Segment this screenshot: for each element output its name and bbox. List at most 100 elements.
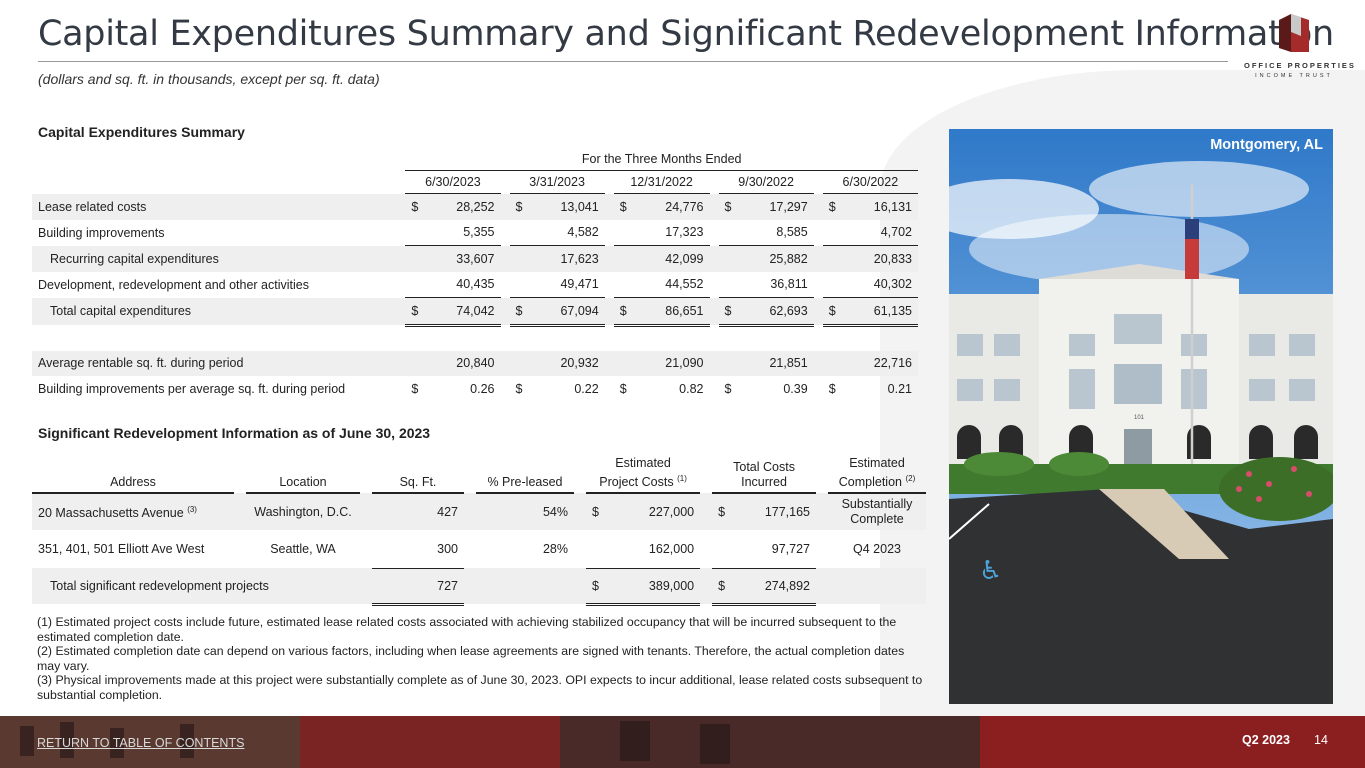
footnote: (1) Estimated project costs include futu… [37, 615, 897, 644]
table-row: Average rentable sq. ft. during period 2… [32, 350, 918, 376]
period-header: For the Three Months Ended [405, 148, 918, 171]
cell-value: 4,702 [880, 225, 912, 240]
row-label: Building improvements per average sq. ft… [38, 381, 346, 396]
dollar-sign: $ [405, 297, 423, 327]
col-location: Location [246, 456, 360, 495]
cell-value: 0.39 [783, 381, 808, 396]
sqft-cell: 300 [437, 541, 458, 556]
address-cell: 351, 401, 501 Elliott Ave West [38, 542, 205, 557]
dollar-sign: $ [509, 297, 528, 327]
footnote-ref: (3) [187, 504, 197, 514]
cell-value: 74,042 [422, 297, 501, 327]
table-row: Recurring capital expenditures 33,607 17… [32, 245, 918, 272]
col-est-costs: Estimated Project Costs (1) [586, 456, 701, 495]
total-costs-cell: 177,165 [736, 493, 816, 531]
est-costs-cell: 389,000 [610, 567, 701, 606]
address-text: 20 Massachusetts Avenue [38, 505, 184, 520]
date-header: 3/31/2023 [509, 170, 605, 194]
cell-value: 67,094 [527, 297, 605, 327]
est-costs-cell: 227,000 [610, 493, 701, 531]
col-est-costs-line1: Estimated [615, 456, 671, 470]
cell-value: 17,323 [665, 225, 704, 240]
footer-bar [0, 716, 1365, 768]
row-label: Recurring capital expenditures [32, 245, 406, 272]
row-label: Building improvements [38, 225, 165, 240]
col-completion-line1: Estimated [849, 456, 905, 470]
location-cell: Seattle, WA [270, 542, 336, 557]
cell-value: 17,297 [736, 193, 814, 220]
col-total-costs-line1: Total Costs [733, 460, 795, 475]
date-header: 12/31/2022 [613, 170, 710, 194]
cell-value: 4,582 [567, 225, 599, 240]
property-photo: 101 ♿ Montgomery, AL [949, 129, 1333, 704]
total-costs-cell: 97,727 [771, 541, 810, 556]
preleased-cell: 54% [476, 493, 574, 531]
total-label: Total significant redevelopment projects [32, 568, 360, 605]
col-address: Address [32, 456, 234, 495]
dollar-sign: $ [619, 381, 627, 396]
footnote-ref: (2) [905, 474, 916, 483]
cell-value: 13,041 [527, 193, 605, 220]
row-label: Average rentable sq. ft. during period [32, 350, 406, 376]
cell-value: 20,833 [840, 245, 918, 272]
dollar-sign: $ [613, 297, 632, 327]
table-row: Total capital expenditures $74,042 $67,0… [32, 297, 918, 327]
cell-value: 0.21 [887, 381, 912, 396]
cell-value: 36,811 [770, 277, 808, 292]
cell-value: 49,471 [560, 277, 599, 292]
cell-value: 0.82 [679, 381, 704, 396]
row-label: Development, redevelopment and other act… [38, 277, 309, 292]
cell-value: 16,131 [840, 193, 918, 220]
footer-background [0, 716, 1365, 768]
total-costs-cell: 274,892 [736, 567, 816, 606]
dollar-sign: $ [718, 297, 737, 327]
table-row: Lease related costs $28,252 $13,041 $24,… [32, 193, 918, 220]
completion-cell: Q4 2023 [853, 542, 901, 557]
date-header: 6/30/2023 [405, 170, 501, 194]
col-sqft: Sq. Ft. [372, 456, 464, 495]
row-label: Lease related costs [32, 193, 406, 220]
table-row: 351, 401, 501 Elliott Ave West Seattle, … [32, 530, 926, 568]
cell-value: 20,840 [422, 350, 501, 376]
dollar-sign: $ [515, 381, 523, 396]
cell-value: 20,932 [527, 350, 605, 376]
page-number: 14 [1314, 733, 1328, 747]
sqft-cell: 427 [372, 493, 464, 531]
photo-location-label: Montgomery, AL [1210, 137, 1323, 153]
logo-line1: OFFICE PROPERTIES [1244, 61, 1356, 70]
building-sign: 101 [1134, 415, 1145, 421]
company-logo: OFFICE PROPERTIES INCOME TRUST [1244, 14, 1356, 79]
sqft-cell: 727 [372, 567, 464, 606]
dollar-sign: $ [405, 193, 423, 220]
table-row: Total significant redevelopment projects… [32, 567, 926, 606]
completion-line1: Substantially [841, 497, 913, 512]
cell-value: 44,552 [665, 277, 704, 292]
cell-value: 0.26 [470, 381, 495, 396]
dollar-sign: $ [411, 381, 419, 396]
dollar-sign: $ [712, 567, 737, 606]
cell-value: 22,716 [840, 350, 918, 376]
dollar-sign: $ [509, 193, 528, 220]
est-costs-cell: 162,000 [648, 541, 695, 556]
accessible-parking-icon: ♿ [979, 556, 1002, 586]
table-row: Development, redevelopment and other act… [32, 272, 918, 298]
completion-line2: Complete [850, 512, 904, 527]
cell-value: 40,302 [873, 277, 912, 292]
page-subtitle: (dollars and sq. ft. in thousands, excep… [38, 71, 380, 87]
col-preleased: % Pre-leased [476, 456, 574, 495]
dollar-sign: $ [822, 193, 841, 220]
building-illustration: 101 ♿ [949, 129, 1333, 704]
cell-value: 21,851 [736, 350, 814, 376]
table-row: 20 Massachusetts Avenue (3) Washington, … [32, 493, 926, 531]
dollar-sign: $ [586, 493, 610, 531]
table-row: Building improvements per average sq. ft… [32, 376, 918, 402]
return-to-toc-link[interactable]: RETURN TO TABLE OF CONTENTS [37, 736, 245, 750]
footnote-ref: (1) [677, 474, 687, 483]
cell-value: 8,585 [776, 225, 808, 240]
dollar-sign: $ [718, 193, 737, 220]
dollar-sign: $ [586, 567, 610, 606]
footnotes: (1) Estimated project costs include futu… [37, 615, 927, 702]
cell-value: 40,435 [456, 277, 495, 292]
footer-quarter: Q2 2023 [1242, 733, 1290, 747]
logo-line2: INCOME TRUST [1255, 73, 1333, 79]
